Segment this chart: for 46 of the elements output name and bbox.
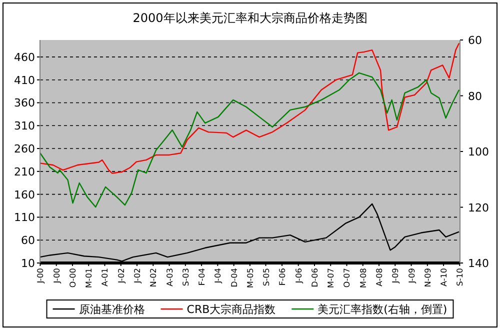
ytick: 260 — [14, 142, 35, 156]
xtick: M-07 — [326, 268, 336, 288]
xtick: A-08 — [375, 268, 384, 286]
y2tick: 80 — [468, 90, 482, 103]
ytick: 360 — [14, 96, 35, 110]
xtick: J-02 — [133, 268, 142, 284]
y2tick: 140 — [468, 257, 489, 270]
xtick: N-02 — [149, 268, 158, 288]
legend-label: 原油基准价格 — [78, 303, 145, 316]
legend-label: 美元汇率指数(右轴，倒置) — [318, 303, 448, 316]
ytick: 310 — [14, 120, 35, 133]
ytick: 410 — [14, 74, 35, 87]
xtick: A-10 — [440, 268, 449, 286]
xtick: S-03 — [181, 268, 190, 286]
xtick: J-02 — [116, 268, 126, 284]
xtick: D-06 — [310, 268, 320, 288]
xtick: F-06 — [278, 268, 287, 286]
xtick: J-09 — [391, 268, 400, 284]
y2tick: 60 — [468, 34, 482, 47]
title: 2000年以来美元汇率和大宗商品价格走势图 — [132, 11, 368, 25]
xtick: O-00 — [68, 268, 78, 288]
ytick: 210 — [14, 165, 35, 178]
ytick: 160 — [14, 188, 35, 202]
ytick: 10 — [21, 257, 35, 270]
ytick: 110 — [14, 211, 35, 224]
xtick: A-01 — [100, 268, 110, 286]
xtick: J-00 — [52, 268, 62, 284]
y2tick: 120 — [468, 201, 489, 214]
xtick: S-05 — [262, 268, 271, 286]
xtick: J-09 — [407, 268, 416, 284]
xtick: M-08 — [358, 268, 368, 288]
xtick: J-04 — [214, 268, 223, 284]
xtick: O-07 — [342, 268, 352, 288]
xtick: M-01 — [84, 268, 94, 288]
xtick: D-04 — [230, 268, 239, 288]
legend-label: CRB大宗商品指数 — [186, 303, 276, 316]
xtick: M-05 — [246, 268, 255, 288]
xtick: J-00 — [36, 268, 46, 284]
xtick: S-10 — [456, 268, 465, 286]
xtick: A-03 — [165, 268, 174, 286]
xtick: F-04 — [198, 268, 207, 286]
xtick: N-09 — [423, 268, 432, 288]
ytick: 60 — [21, 234, 35, 248]
xtick: J-06 — [294, 268, 304, 284]
ytick: 460 — [14, 50, 35, 64]
y2tick: 100 — [468, 146, 489, 158]
